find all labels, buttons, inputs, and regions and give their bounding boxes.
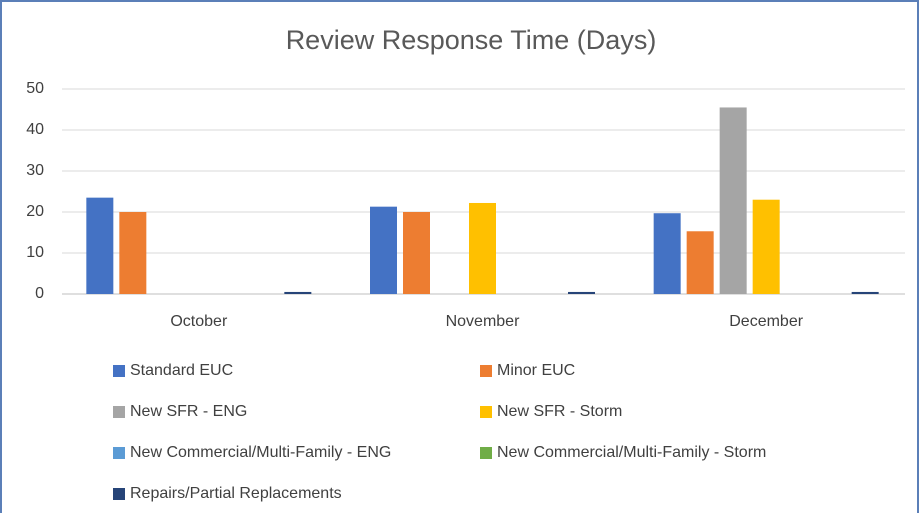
- legend-swatch: [113, 447, 125, 459]
- bar: [469, 202, 496, 294]
- legend-label: Minor EUC: [497, 362, 575, 379]
- legend-swatch: [113, 488, 125, 500]
- y-tick-label: 0: [35, 285, 44, 302]
- bar: [568, 291, 595, 294]
- chart-title: Review Response Time (Days): [286, 25, 657, 55]
- bar: [686, 231, 714, 294]
- legend-swatch: [480, 447, 492, 459]
- legend-label: New SFR - Storm: [497, 403, 622, 420]
- legend-swatch: [113, 365, 125, 377]
- legend-label: Standard EUC: [130, 362, 233, 379]
- x-tick-label: November: [446, 313, 520, 330]
- y-tick-label: 40: [26, 121, 44, 138]
- bar: [719, 107, 747, 294]
- bar: [370, 206, 397, 294]
- legend-swatch: [113, 406, 125, 418]
- y-tick-label: 50: [26, 80, 44, 97]
- bar: [752, 199, 780, 294]
- bar: [284, 291, 312, 294]
- bar: [851, 291, 879, 294]
- y-tick-label: 10: [26, 244, 44, 261]
- bar: [653, 213, 681, 294]
- legend-label: New Commercial/Multi-Family - Storm: [497, 444, 766, 461]
- legend-label: New Commercial/Multi-Family - ENG: [130, 444, 391, 461]
- y-tick-label: 30: [26, 162, 44, 179]
- x-tick-label: October: [170, 313, 228, 330]
- bar: [119, 212, 147, 294]
- x-tick-label: December: [729, 313, 803, 330]
- bar: [403, 212, 430, 294]
- legend-label: New SFR - ENG: [130, 403, 247, 420]
- legend-label: Repairs/Partial Replacements: [130, 485, 342, 502]
- legend-swatch: [480, 365, 492, 377]
- legend-swatch: [480, 406, 492, 418]
- bar: [86, 197, 114, 294]
- y-tick-label: 20: [26, 203, 44, 220]
